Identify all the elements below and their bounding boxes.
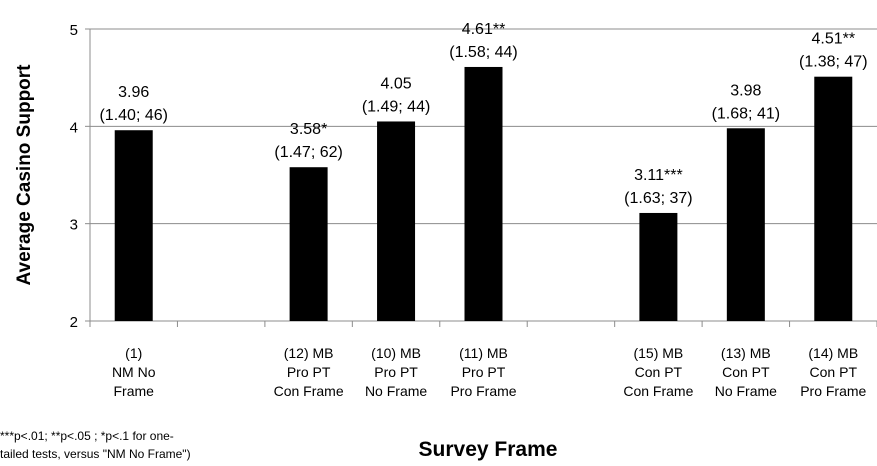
y-tick-label: 5	[70, 22, 78, 39]
data-label: 4.05	[380, 75, 411, 92]
bar	[726, 128, 765, 321]
x-tick-label: Con Frame	[623, 383, 693, 399]
x-tick-label: (15) MB	[633, 345, 683, 361]
data-label: 4.51**	[811, 31, 855, 48]
x-tick-label: (11) MB	[459, 345, 508, 361]
bar	[814, 76, 853, 322]
data-label: (1.40; 46)	[99, 107, 167, 124]
data-label: 3.98	[730, 82, 761, 99]
x-tick-label: No Frame	[365, 383, 427, 399]
x-tick-label: NM No	[112, 364, 156, 380]
x-tick-label: Pro Frame	[800, 383, 866, 399]
bar	[377, 121, 416, 321]
y-tick-label: 3	[70, 217, 78, 234]
x-tick-label: Pro Frame	[450, 383, 516, 399]
bar	[464, 66, 503, 322]
data-label: (1.58; 44)	[449, 44, 517, 61]
x-tick-label: Pro PT	[287, 364, 331, 380]
x-tick-label: (12) MB	[284, 345, 334, 361]
x-tick-label: (14) MB	[808, 345, 858, 361]
bars	[114, 66, 853, 322]
x-tick-label: (13) MB	[721, 345, 771, 361]
data-label: (1.49; 44)	[362, 98, 430, 115]
y-tick-label: 4	[70, 119, 78, 136]
x-tick-label: Con Frame	[274, 383, 344, 399]
data-label: 3.11***	[634, 167, 683, 184]
x-tick-label: (10) MB	[371, 345, 421, 361]
y-tick-label: 2	[70, 314, 78, 331]
x-tick-label: Con PT	[810, 364, 858, 380]
data-label: 4.61**	[462, 21, 506, 38]
data-label: (1.38; 47)	[799, 54, 867, 71]
x-tick-label: No Frame	[715, 383, 777, 399]
bar	[114, 130, 153, 321]
data-label: (1.63; 37)	[624, 190, 692, 207]
x-tick-label: Pro PT	[462, 364, 506, 380]
y-axis-title: Average Casino Support	[14, 64, 35, 286]
data-label: (1.47; 62)	[274, 144, 342, 161]
bar	[289, 167, 328, 321]
x-tick-label: (1)	[125, 345, 142, 361]
data-label: 3.96	[118, 84, 149, 101]
x-axis-title: Survey Frame	[419, 438, 558, 461]
x-tick-label: Pro PT	[374, 364, 418, 380]
bar	[639, 212, 678, 321]
data-labels: 3.96 (1.40; 46) 3.58* (1.47; 62) 4.05 (1.49; …	[99, 21, 867, 207]
data-label: (1.68; 41)	[712, 105, 780, 122]
data-label: 3.58*	[290, 121, 327, 138]
x-tick-label: Con PT	[722, 364, 770, 380]
footnote: ***p<.01; **p<.05 ; *p<.1 for one- taile…	[0, 429, 191, 461]
x-tick-label: Frame	[113, 383, 154, 399]
category-labels: (1) NM No Frame (12) MB Pro PT Con Frame (10) …	[112, 345, 867, 399]
x-tick-label: Con PT	[635, 364, 683, 380]
